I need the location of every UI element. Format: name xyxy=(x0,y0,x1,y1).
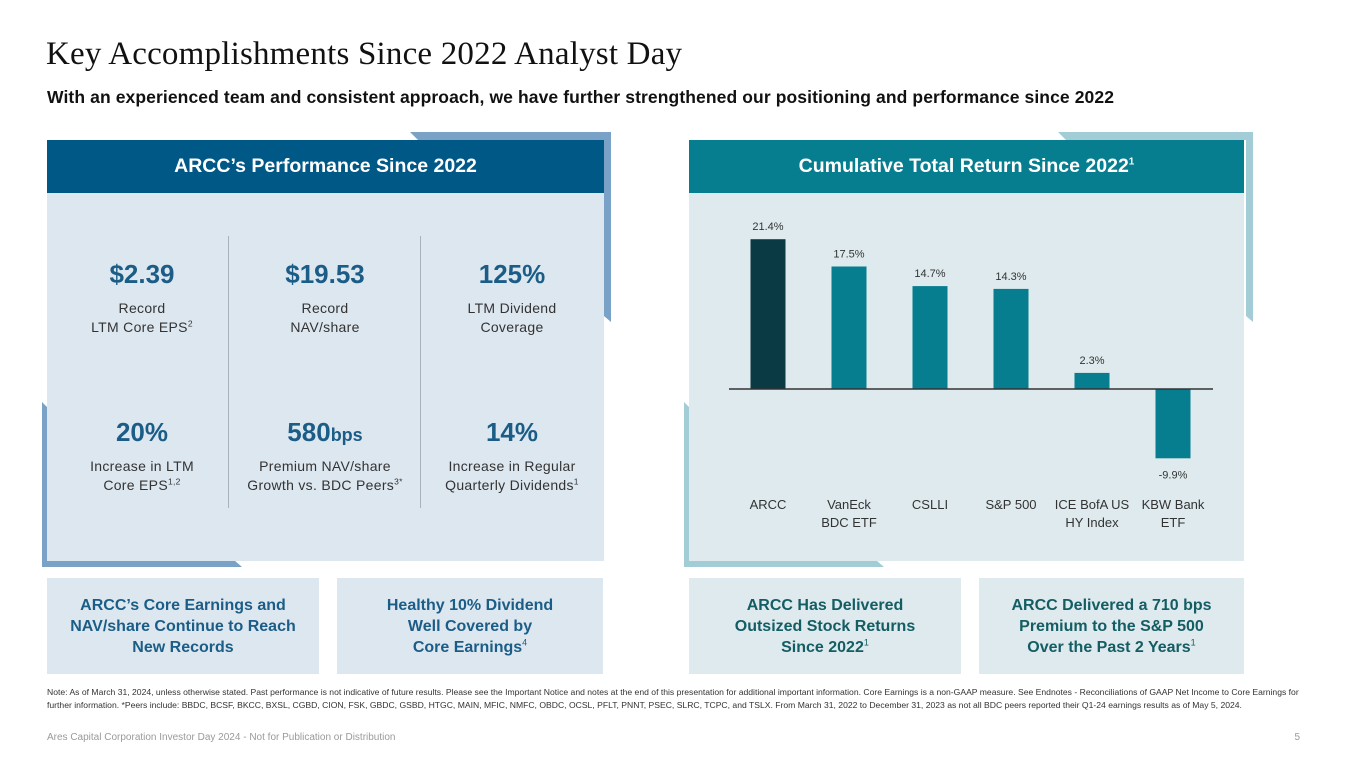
total-return-panel-header: Cumulative Total Return Since 20221 xyxy=(689,140,1244,193)
metric-value: 14% xyxy=(485,417,539,447)
metric-dividend-increase: 14% Increase in Regular Quarterly Dividen… xyxy=(417,416,607,495)
metric-value: $19.53 xyxy=(285,259,365,289)
metric-label: LTM Dividend Coverage xyxy=(467,300,557,335)
callout-text: ARCC Delivered a 710 bps Premium to the S… xyxy=(1011,596,1212,656)
category-label: KBW Bank xyxy=(1142,497,1205,512)
bar-vaneck-bdc-etf xyxy=(831,266,867,389)
callout-sp500-premium: ARCC Delivered a 710 bps Premium to the S… xyxy=(979,578,1244,674)
data-label: 17.5% xyxy=(833,249,864,261)
category-label: ICE BofA US xyxy=(1055,497,1130,512)
metric-value: $2.39 xyxy=(109,259,175,289)
page-number: 5 xyxy=(1294,732,1300,743)
metric-label: Record NAV/share xyxy=(290,300,360,335)
metric-label: Increase in LTM Core EPS1,2 xyxy=(90,458,194,493)
data-label: -9.9% xyxy=(1159,469,1188,481)
metric-nav-share: $19.53 Record NAV/share xyxy=(230,258,420,337)
data-label: 14.7% xyxy=(914,268,945,280)
metric-label: Premium NAV/share Growth vs. BDC Peers3* xyxy=(247,458,403,493)
data-label: 21.4% xyxy=(752,221,783,233)
bar-ice-bofa-us-hy-index xyxy=(1074,372,1110,389)
footnote: Note: As of March 31, 2024, unless other… xyxy=(47,687,1299,710)
column-divider xyxy=(228,236,229,508)
performance-panel: ARCC’s Performance Since 2022 $2.39 Reco… xyxy=(47,140,604,561)
data-label: 14.3% xyxy=(995,271,1026,283)
metric-nav-premium: 580bps Premium NAV/share Growth vs. BDC P… xyxy=(230,416,420,495)
category-label: VanEck xyxy=(827,497,871,512)
callout-stock-returns: ARCC Has Delivered Outsized Stock Returns… xyxy=(689,578,961,674)
page-subtitle: With an experienced team and consistent … xyxy=(47,87,1115,107)
metric-eps-increase: 20% Increase in LTM Core EPS1,2 xyxy=(47,416,237,495)
callout-text: ARCC Has Delivered Outsized Stock Returns… xyxy=(734,596,916,656)
data-label: 2.3% xyxy=(1079,355,1104,367)
metric-label: Increase in Regular Quarterly Dividends1 xyxy=(445,458,579,493)
category-label: ETF xyxy=(1161,515,1186,530)
callout-core-earnings-records: ARCC’s Core Earnings and NAV/share Contin… xyxy=(47,578,319,674)
category-label: ARCC xyxy=(750,497,787,512)
metric-dividend-coverage: 125% LTM Dividend Coverage xyxy=(417,258,607,337)
total-return-panel-title: Cumulative Total Return Since 20221 xyxy=(798,155,1135,177)
category-label: CSLLI xyxy=(912,497,948,512)
metric-value: 580bps xyxy=(287,417,363,447)
total-return-bar-chart: 21.4% ARCC 17.5% VanEck BDC ETF 14.7% CSLLI 14.… xyxy=(729,221,1213,530)
category-label: S&P 500 xyxy=(985,497,1036,512)
metric-value: 125% xyxy=(478,259,546,289)
callout-text: ARCC’s Core Earnings and NAV/share Contin… xyxy=(70,596,296,656)
footer-text: Ares Capital Corporation Investor Day 20… xyxy=(47,732,396,743)
metric-label: Record LTM Core EPS2 xyxy=(91,300,193,335)
page-title: Key Accomplishments Since 2022 Analyst D… xyxy=(46,36,683,72)
metric-core-eps: $2.39 Record LTM Core EPS2 xyxy=(47,258,237,337)
bar-cslli xyxy=(912,286,948,389)
callout-dividend-coverage: Healthy 10% Dividend Well Covered by Core … xyxy=(337,578,603,674)
column-divider xyxy=(420,236,421,508)
category-label: HY Index xyxy=(1065,515,1119,530)
performance-panel-title: ARCC’s Performance Since 2022 xyxy=(174,155,477,177)
bar-kbw-bank-etf xyxy=(1155,389,1191,459)
bar-s-p-500 xyxy=(993,288,1029,389)
bar-arcc xyxy=(750,239,786,389)
performance-panel-header: ARCC’s Performance Since 2022 xyxy=(47,140,604,193)
total-return-panel: Cumulative Total Return Since 20221 21.4… xyxy=(689,140,1244,561)
category-label: BDC ETF xyxy=(821,515,877,530)
callout-text: Healthy 10% Dividend Well Covered by Core … xyxy=(386,596,554,656)
metric-value: 20% xyxy=(115,417,169,447)
